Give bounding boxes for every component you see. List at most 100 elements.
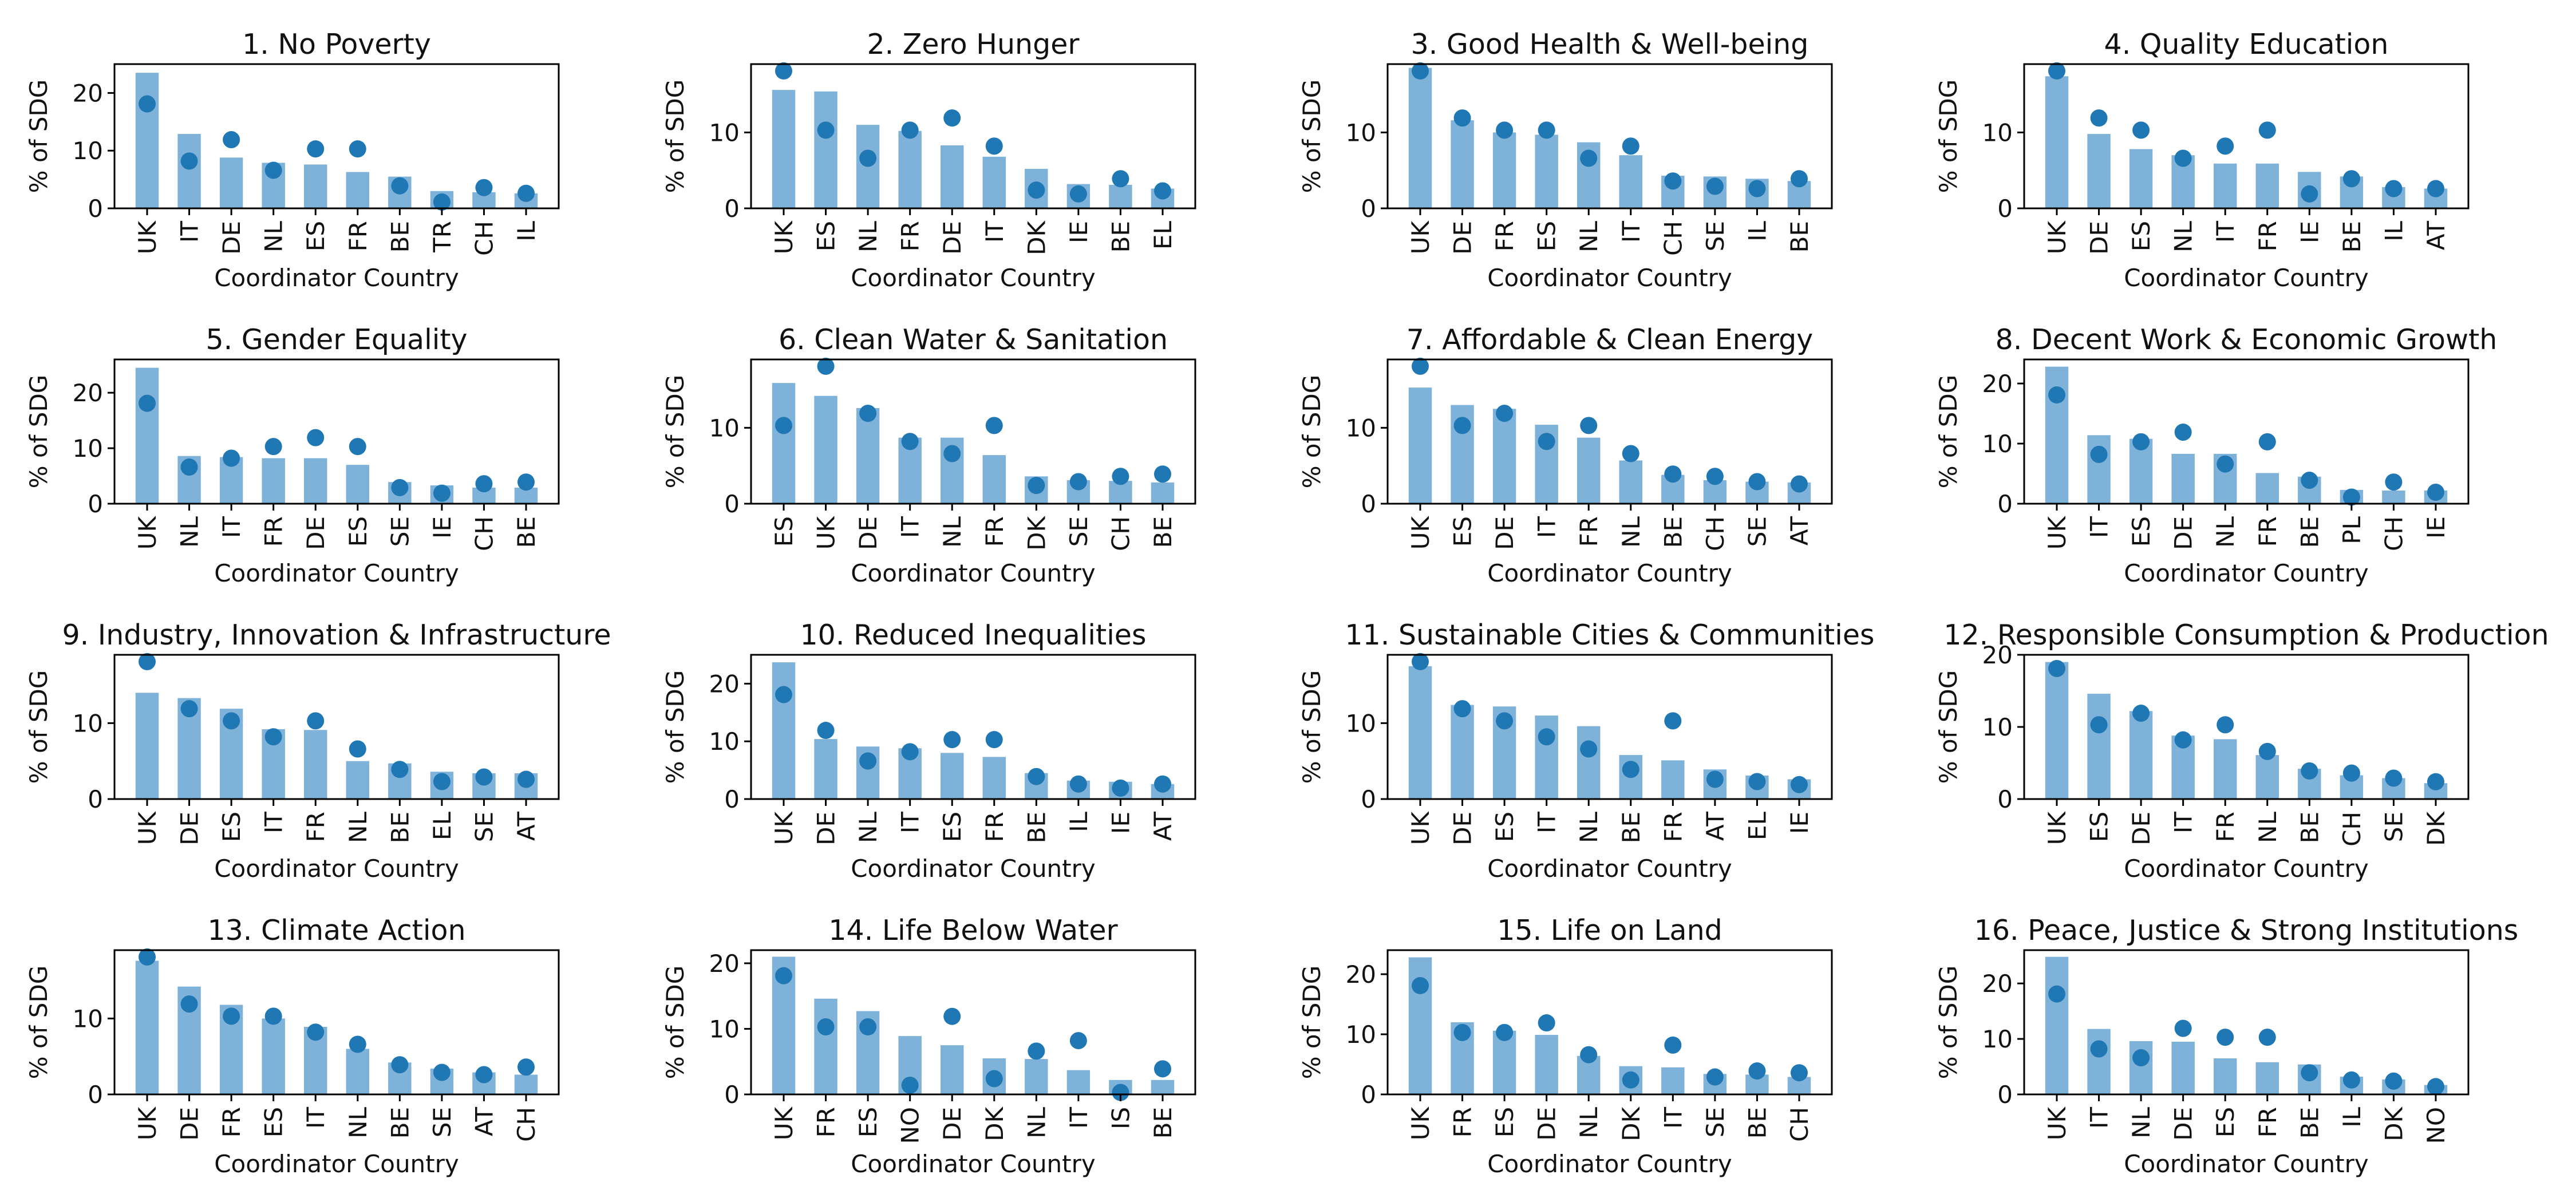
x-tick-label: IT [896, 516, 924, 538]
x-tick-label: CH [470, 516, 498, 551]
y-tick-label: 10 [1346, 414, 1376, 442]
x-tick-label: BE [1022, 812, 1050, 843]
y-tick-label: 0 [1997, 785, 2013, 813]
dot [817, 121, 835, 139]
chart-title: 4. Quality Education [2104, 28, 2389, 61]
y-axis-label: % of SDG [1298, 966, 1326, 1080]
x-tick-label: IE [1107, 812, 1135, 834]
bar [940, 753, 964, 799]
dot [223, 449, 240, 467]
x-tick-label: FR [1449, 1107, 1477, 1137]
bar [2045, 76, 2069, 208]
dot [1580, 417, 1598, 434]
x-tick-label: DE [812, 812, 840, 845]
bar [1619, 155, 1643, 208]
y-tick-label: 10 [73, 434, 103, 462]
x-tick-label: UK [133, 1106, 161, 1141]
x-axis-label: Coordinator Country [1487, 264, 1732, 292]
x-tick-label: CH [1701, 516, 1729, 551]
dot [180, 995, 198, 1013]
chart-title: 13. Climate Action [207, 914, 465, 947]
bar [2087, 134, 2111, 208]
dot [433, 484, 451, 502]
dot [2342, 170, 2360, 188]
bar [982, 757, 1006, 799]
dot [1790, 475, 1808, 493]
y-tick-label: 0 [724, 1081, 740, 1109]
x-tick-label: BE [1743, 1107, 1771, 1138]
x-tick-label: UK [133, 516, 161, 550]
dot [2427, 1078, 2444, 1096]
y-axis-label: % of SDG [661, 670, 689, 784]
y-tick-label: 0 [88, 785, 103, 813]
dot [1153, 465, 1171, 483]
dot [2174, 731, 2192, 749]
dot [2301, 185, 2318, 203]
dot [2174, 1019, 2192, 1037]
dot [1069, 185, 1087, 203]
x-tick-label: ES [1533, 221, 1561, 251]
x-tick-label: IE [1065, 221, 1093, 243]
x-tick-label: ES [2127, 221, 2155, 251]
dot [475, 768, 493, 786]
dot [859, 1018, 877, 1036]
y-axis-label: % of SDG [661, 80, 689, 193]
x-tick-label: BE [2296, 812, 2324, 843]
plot-frame [113, 63, 560, 209]
dot [2048, 386, 2066, 404]
x-tick-label: ES [938, 812, 966, 842]
dot [1790, 776, 1808, 793]
x-tick-label: AT [2422, 221, 2450, 250]
dot [943, 731, 961, 749]
x-tick-label: IE [2296, 221, 2324, 243]
y-tick-label: 10 [1982, 430, 2013, 458]
x-tick-label: IT [176, 221, 204, 243]
bar [135, 960, 159, 1094]
y-tick-label: 10 [1982, 1025, 2013, 1053]
x-tick-label: NL [344, 1106, 372, 1138]
dot [2132, 433, 2150, 450]
dot [2385, 180, 2403, 197]
plot-frame [113, 654, 560, 800]
dot [1790, 1064, 1808, 1082]
dot [180, 152, 198, 170]
bar [1535, 715, 1558, 799]
x-tick-label: UK [812, 516, 840, 550]
bar [814, 396, 837, 504]
bar [1109, 184, 1132, 208]
dot [1112, 468, 1129, 485]
x-tick-label: IL [1743, 220, 1771, 241]
dot [1538, 1014, 1555, 1032]
dot [1069, 473, 1087, 491]
bar [1661, 760, 1685, 799]
dot [1496, 405, 1514, 422]
y-axis-label: % of SDG [661, 966, 689, 1080]
dot [985, 137, 1003, 155]
x-tick-label: FR [260, 516, 288, 547]
x-tick-label: IT [218, 516, 246, 538]
dot [1538, 433, 1555, 450]
chart-title: 2. Zero Hunger [867, 28, 1080, 61]
x-tick-label: AT [1149, 812, 1177, 841]
plot-frame [2023, 63, 2470, 209]
chart-title: 1. No Poverty [242, 28, 431, 61]
dot [775, 967, 793, 984]
x-tick-label: DK [1022, 516, 1050, 551]
x-tick-label: DE [2170, 516, 2198, 550]
x-tick-label: ES [2127, 516, 2155, 547]
bar [2087, 694, 2111, 799]
x-tick-label: NL [2211, 516, 2239, 547]
bar [1451, 120, 1474, 208]
y-tick-label: 0 [1361, 785, 1376, 813]
bar [1492, 409, 1516, 504]
x-tick-label: NL [1575, 220, 1603, 252]
dot [1748, 473, 1766, 491]
x-tick-label: FR [302, 812, 330, 842]
bar [219, 157, 243, 208]
bar [772, 662, 796, 799]
bar [856, 408, 880, 504]
y-tick-label: 20 [1982, 970, 2013, 998]
x-tick-label: DE [854, 516, 882, 550]
x-tick-label: ES [302, 221, 330, 251]
dot [2427, 180, 2444, 197]
